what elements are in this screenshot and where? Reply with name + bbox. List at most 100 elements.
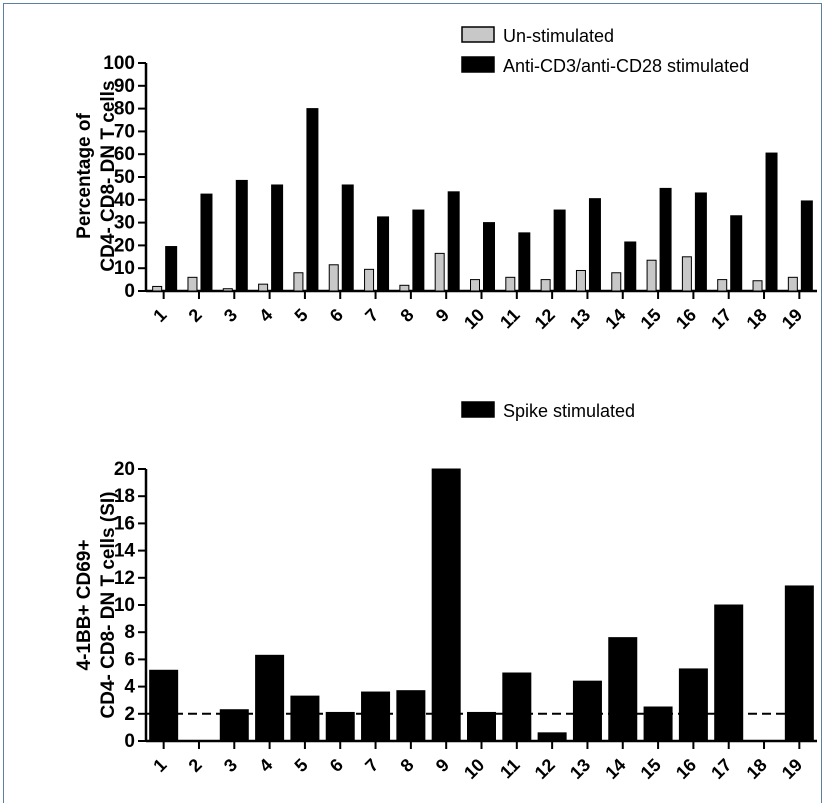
top-x-tick-label: 9 [432,305,453,326]
bottom-x-tick-label: 11 [496,755,524,783]
top-bar-unstimulated [505,276,516,292]
top-bar-anti-cd3-cd28 [518,232,531,292]
top-x-tick-label: 2 [185,305,206,326]
top-legend-swatch [461,56,495,73]
bottom-x-tick-label: 9 [432,755,453,776]
bottom-y-tick-label: 0 [124,731,135,752]
top-x-tick-label: 8 [396,305,417,326]
top-x-tick-label: 11 [496,305,524,333]
bottom-bar-spike [678,668,708,742]
top-bar-unstimulated [646,259,657,292]
top-x-tick-label: 5 [291,305,312,326]
top-x-tick-label: 19 [778,305,806,333]
top-y-tick-label: 80 [114,99,135,120]
bottom-y-tick-label: 18 [114,486,135,507]
bottom-x-tick-label: 12 [531,755,559,783]
bottom-x-tick-label: 4 [255,755,276,776]
bottom-y-axis-title-line: 4-1BB+ CD69+ [74,540,95,671]
bottom-x-tick-label: 15 [637,755,665,783]
top-x-tick-label: 10 [460,305,488,333]
bottom-x-tick-label: 3 [220,755,241,776]
bottom-legend-label: Spike stimulated [503,401,635,421]
bottom-y-tick-label: 12 [114,568,135,589]
top-bar-anti-cd3-cd28 [553,209,566,292]
bottom-y-tick-label: 8 [124,622,135,643]
top-legend-swatch [461,26,495,43]
bottom-y-tick-label: 6 [124,649,135,670]
bottom-x-tick-label: 6 [326,755,347,776]
bottom-bar-spike [784,585,814,742]
top-y-tick-label: 60 [114,144,135,165]
bottom-x-tick-label: 19 [778,755,806,783]
bottom-bar-spike [149,669,179,742]
top-bar-unstimulated [222,288,233,292]
top-y-tick-label: 10 [114,258,135,279]
bottom-x-tick-label: 7 [361,755,382,776]
top-y-tick-label: 50 [114,167,135,188]
bottom-bar-spike [396,690,426,742]
bottom-x-tick-label: 13 [566,755,594,783]
bottom-x-tick-label: 17 [707,755,735,783]
top-x-tick-label: 18 [743,305,771,333]
bottom-y-tick-label: 14 [114,541,136,562]
top-y-tick-label: 90 [114,76,135,97]
bottom-y-tick-label: 16 [114,513,135,534]
bottom-bar-spike [537,732,567,742]
top-bar-anti-cd3-cd28 [235,179,248,292]
top-y-axis-title-line: CD4- CD8- DN T cells [98,80,119,271]
bottom-y-tick-label: 2 [124,704,135,725]
top-bar-anti-cd3-cd28 [588,198,601,292]
bottom-x-tick-label: 16 [672,755,700,783]
top-bar-anti-cd3-cd28 [377,216,390,292]
bottom-x-tick-label: 18 [743,755,771,783]
top-bar-unstimulated [540,279,551,292]
bottom-x-tick-label: 14 [601,755,629,783]
top-bar-unstimulated [364,268,375,292]
bottom-x-tick-label: 8 [396,755,417,776]
top-bar-unstimulated [434,252,445,292]
top-legend-label: Anti-CD3/anti-CD28 stimulated [503,56,749,76]
top-bar-anti-cd3-cd28 [483,222,495,292]
top-x-tick-label: 12 [531,305,559,333]
top-bar-anti-cd3-cd28 [730,215,743,292]
top-y-tick-label: 0 [124,281,135,302]
top-x-tick-label: 4 [255,305,276,326]
top-y-tick-label: 30 [114,213,135,234]
bottom-bar-spike [467,711,496,742]
top-x-tick-label: 15 [637,305,665,333]
top-bar-anti-cd3-cd28 [659,187,672,292]
top-y-axis-title-line: Percentage of [74,113,95,239]
top-bar-unstimulated [681,256,692,292]
bottom-bar-spike [361,691,391,742]
top-x-tick-label: 1 [149,305,170,326]
bottom-x-tick-label: 5 [291,755,312,776]
top-x-tick-label: 13 [566,305,594,333]
top-bar-unstimulated [328,264,339,292]
bottom-bar-spike [325,711,355,742]
bottom-bar-spike [219,709,249,742]
top-bar-anti-cd3-cd28 [200,193,213,292]
bottom-y-axis-title-line: CD4- CD8- DN T cells (SI) [98,492,119,719]
top-bar-anti-cd3-cd28 [694,192,707,292]
top-y-tick-label: 100 [103,53,135,74]
top-bar-unstimulated [470,279,480,292]
top-bar-anti-cd3-cd28 [624,241,637,292]
bottom-bar-spike [290,695,320,742]
top-bar-unstimulated [187,276,198,292]
top-x-tick-label: 17 [707,305,735,333]
top-x-tick-label: 7 [361,305,382,326]
bottom-y-tick-label: 20 [114,459,135,480]
bottom-bar-spike [714,604,744,742]
top-bar-anti-cd3-cd28 [412,209,425,292]
top-bar-unstimulated [611,272,622,292]
top-x-tick-label: 6 [326,305,347,326]
top-bar-anti-cd3-cd28 [165,246,178,292]
top-y-tick-label: 20 [114,235,135,256]
top-x-tick-label: 16 [672,305,700,333]
top-bar-unstimulated [752,280,763,292]
top-bar-anti-cd3-cd28 [447,191,460,292]
top-bar-unstimulated [787,276,798,292]
top-bar-unstimulated [258,283,269,292]
bottom-y-tick-label: 4 [124,677,135,698]
bottom-x-tick-label: 10 [460,755,488,783]
